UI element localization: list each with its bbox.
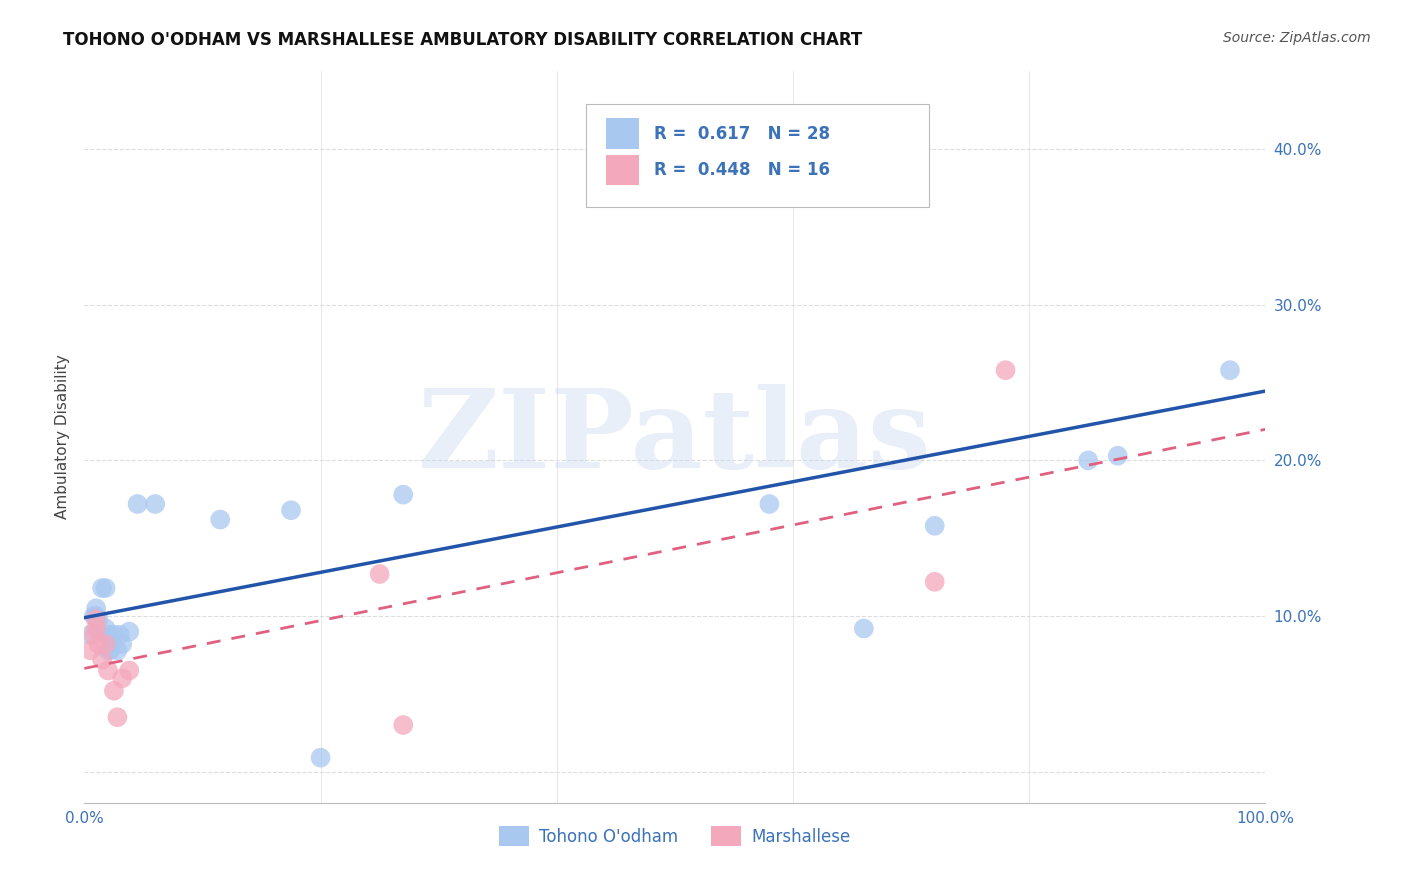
- Legend: Tohono O'odham, Marshallese: Tohono O'odham, Marshallese: [492, 820, 858, 853]
- Point: [111, 637, 134, 651]
- Point: [83, 609, 105, 624]
- Point: [309, 750, 332, 764]
- Point: [103, 683, 125, 698]
- Point: [758, 497, 780, 511]
- Point: [143, 497, 166, 511]
- Point: [84, 601, 107, 615]
- Point: [924, 574, 946, 589]
- Point: [994, 363, 1017, 377]
- Point: [924, 518, 946, 533]
- Point: [83, 628, 105, 642]
- Point: [97, 628, 120, 642]
- Point: [98, 643, 121, 657]
- Point: [84, 622, 107, 636]
- Point: [118, 624, 141, 639]
- Point: [87, 637, 110, 651]
- Point: [79, 628, 101, 642]
- Point: [91, 581, 114, 595]
- Point: [107, 643, 129, 657]
- Point: [876, 165, 898, 179]
- Point: [392, 488, 415, 502]
- Point: [118, 664, 141, 678]
- Point: [79, 643, 101, 657]
- Point: [852, 622, 875, 636]
- Point: [87, 612, 110, 626]
- Point: [97, 643, 120, 657]
- Point: [392, 718, 415, 732]
- Point: [103, 628, 125, 642]
- Point: [1077, 453, 1099, 467]
- Point: [368, 567, 391, 582]
- Point: [97, 664, 120, 678]
- Point: [1107, 449, 1129, 463]
- Text: Source: ZipAtlas.com: Source: ZipAtlas.com: [1223, 31, 1371, 45]
- Text: R =  0.448   N = 16: R = 0.448 N = 16: [654, 161, 830, 179]
- Point: [111, 671, 134, 685]
- Point: [91, 652, 114, 666]
- Text: ZIPatlas: ZIPatlas: [418, 384, 932, 491]
- Bar: [606, 154, 640, 186]
- Text: TOHONO O'ODHAM VS MARSHALLESE AMBULATORY DISABILITY CORRELATION CHART: TOHONO O'ODHAM VS MARSHALLESE AMBULATORY…: [63, 31, 862, 49]
- Point: [94, 581, 117, 595]
- FancyBboxPatch shape: [586, 104, 929, 207]
- Text: R =  0.617   N = 28: R = 0.617 N = 28: [654, 125, 830, 143]
- Point: [108, 628, 131, 642]
- Point: [1219, 363, 1241, 377]
- Point: [209, 512, 232, 526]
- Point: [280, 503, 302, 517]
- Point: [127, 497, 149, 511]
- Point: [84, 612, 107, 626]
- Point: [107, 710, 129, 724]
- Y-axis label: Ambulatory Disability: Ambulatory Disability: [55, 355, 70, 519]
- Bar: [606, 118, 640, 149]
- Point: [84, 609, 107, 624]
- Point: [94, 637, 117, 651]
- Point: [94, 622, 117, 636]
